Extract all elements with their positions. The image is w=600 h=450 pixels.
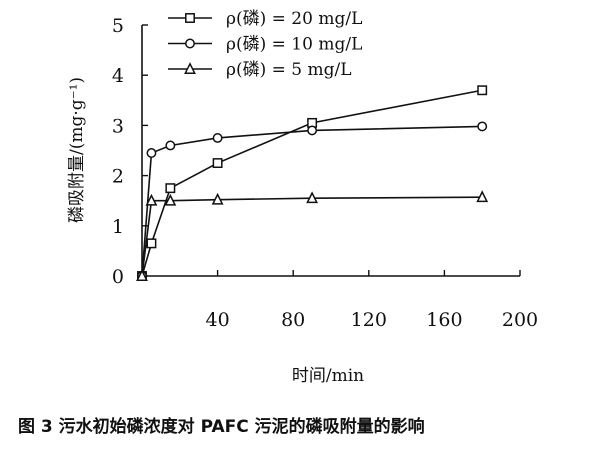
data-point-triangle xyxy=(145,193,158,206)
data-point-circle xyxy=(307,125,318,136)
series-line-circle xyxy=(141,125,483,277)
legend-label: ρ(磷) = 20 mg/L xyxy=(226,9,362,29)
y-axis-title: 磷吸附量/(mg·g⁻¹) xyxy=(67,77,87,223)
legend: ρ(磷) = 20 mg/L ρ(磷) = 10 mg/L ρ(磷) = 5 mg/… xyxy=(168,9,362,80)
legend-label: ρ(磷) = 10 mg/L xyxy=(226,35,362,55)
data-point-triangle xyxy=(306,191,319,204)
data-point-circle xyxy=(477,121,488,132)
y-tick-label: 5 xyxy=(112,15,124,37)
data-point-triangle xyxy=(211,192,224,205)
y-tick-label: 4 xyxy=(112,65,124,87)
data-point-triangle xyxy=(164,193,177,206)
figure-caption: 图 3 污水初始磷浓度对 PAFC 污泥的磷吸附量的影响 xyxy=(18,417,425,437)
x-axis-title: 时间/min xyxy=(292,366,364,386)
series-layer xyxy=(136,85,489,281)
data-point-square xyxy=(165,183,176,194)
series-triangle xyxy=(136,190,489,281)
x-tick-label: 40 xyxy=(206,309,230,331)
legend-item-triangle: ρ(磷) = 5 mg/L xyxy=(168,60,352,80)
x-tick-label: 200 xyxy=(502,309,538,331)
data-point-square xyxy=(477,85,488,96)
legend-item-circle: ρ(磷) = 10 mg/L xyxy=(168,35,362,55)
data-point-circle xyxy=(165,140,176,151)
y-tick-label: 1 xyxy=(112,216,124,238)
data-point-circle xyxy=(212,133,223,143)
y-tick-label: 0 xyxy=(112,266,124,288)
legend-marker-square xyxy=(185,13,195,23)
data-point-circle xyxy=(146,148,157,158)
legend-item-square: ρ(磷) = 20 mg/L xyxy=(168,9,362,29)
x-tick-label: 160 xyxy=(426,309,462,331)
data-point-square xyxy=(212,158,223,169)
data-point-triangle xyxy=(476,190,489,203)
y-tick-label: 3 xyxy=(112,115,124,137)
series-square xyxy=(137,85,488,281)
axes: 40 80 120 160 200 0 1 2 3 4 5 xyxy=(112,15,538,331)
data-point-triangle xyxy=(136,269,148,281)
x-tick-label: 120 xyxy=(351,309,387,331)
data-point-square xyxy=(146,238,157,249)
legend-marker-triangle xyxy=(184,62,196,74)
series-line-square xyxy=(141,89,483,277)
x-tick-label: 80 xyxy=(281,309,305,331)
legend-marker-circle xyxy=(185,38,195,49)
legend-label: ρ(磷) = 5 mg/L xyxy=(226,60,352,80)
series-line-triangle xyxy=(141,196,483,277)
y-tick-label: 2 xyxy=(112,166,124,188)
